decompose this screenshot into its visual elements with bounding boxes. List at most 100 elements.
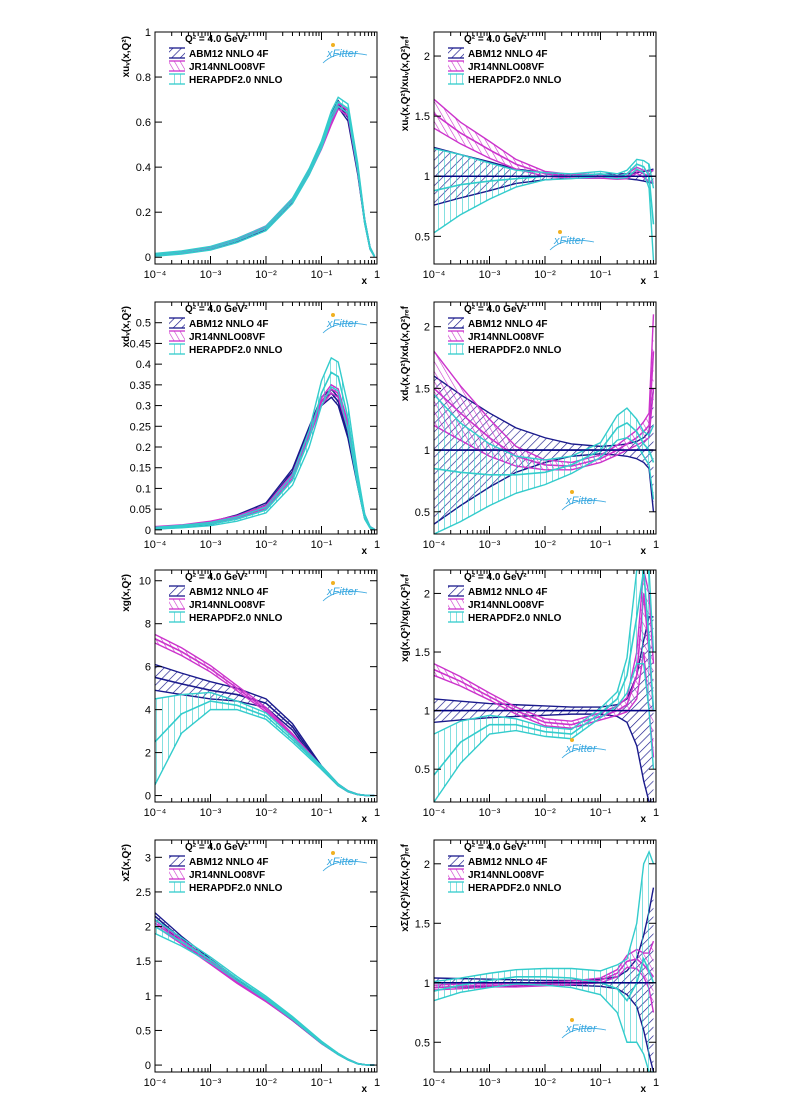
band-abm bbox=[155, 100, 375, 257]
y-tick-label: 0.4 bbox=[136, 162, 151, 174]
x-axis-label: x bbox=[361, 276, 367, 287]
legend-entry-jr: JR14NNLO08VF bbox=[468, 62, 544, 73]
xfitter-logo: xFitter bbox=[561, 490, 607, 511]
y-tick-label: 0.3 bbox=[136, 401, 151, 413]
x-tick-label: 10⁻² bbox=[255, 269, 277, 281]
panel-dv: 10⁻⁴ 10⁻³ 10⁻² 10⁻¹ 1x 0 0.05 0.1 0.15 0.2 0.25 0.3… bbox=[121, 301, 380, 557]
y-tick-label: 2 bbox=[424, 588, 430, 600]
y-tick-label: 0.05 bbox=[130, 504, 151, 516]
legend-entry-hera: HERAPDF2.0 NNLO bbox=[468, 613, 562, 624]
logo-dot bbox=[570, 490, 574, 494]
logo-dot bbox=[331, 581, 335, 585]
legend-entry-jr: JR14NNLO08VF bbox=[468, 332, 544, 343]
x-tick-label: 10⁻⁴ bbox=[423, 807, 446, 819]
y-tick-label: 8 bbox=[145, 619, 151, 631]
legend-swatch-jr bbox=[448, 869, 464, 879]
x-tick-label: 10⁻³ bbox=[200, 807, 222, 819]
legend-swatch-jr bbox=[169, 599, 185, 609]
y-tick-label: 1.5 bbox=[415, 383, 430, 395]
y-tick-label: 0.15 bbox=[130, 463, 151, 475]
x-tick-label: 10⁻² bbox=[534, 539, 556, 551]
band-edge-lower-hera bbox=[434, 436, 655, 534]
y-axis-label: xg(x,Q²) bbox=[121, 574, 132, 612]
y-tick-label: 1 bbox=[424, 978, 430, 990]
band-abm bbox=[155, 664, 375, 796]
panel-dv_ratio: 10⁻⁴ 10⁻³ 10⁻² 10⁻¹ 1x0.511.52xdᵥ(x,Q²)/xdᵥ(… bbox=[400, 301, 659, 557]
legend-swatch-jr bbox=[448, 599, 464, 609]
legend-entry-hera: HERAPDF2.0 NNLO bbox=[189, 613, 283, 624]
logo-swoosh bbox=[322, 322, 368, 334]
series-line-hera bbox=[155, 700, 375, 797]
plot-area bbox=[155, 96, 376, 258]
legend-swatch-jr bbox=[448, 331, 464, 341]
x-tick-label: 10⁻¹ bbox=[311, 269, 333, 281]
y-tick-label: 3 bbox=[145, 852, 151, 864]
y-tick-label: 1.5 bbox=[415, 111, 430, 123]
band-edge-upper-jr bbox=[155, 102, 376, 257]
band-hera bbox=[434, 394, 654, 534]
legend-swatch-abm bbox=[169, 856, 185, 866]
y-tick-label: 0 bbox=[145, 791, 151, 803]
x-tick-label: 10⁻¹ bbox=[590, 269, 612, 281]
legend-entry-hera: HERAPDF2.0 NNLO bbox=[468, 345, 562, 356]
series-line-hera bbox=[434, 163, 655, 225]
y-tick-label: 1 bbox=[424, 445, 430, 457]
series-line-hera bbox=[155, 100, 376, 257]
legend-entry-hera: HERAPDF2.0 NNLO bbox=[189, 883, 283, 894]
y-tick-label: 0 bbox=[145, 1060, 151, 1072]
xfitter-logo: xFitter bbox=[322, 851, 368, 872]
x-tick-label: 10⁻¹ bbox=[590, 539, 612, 551]
logo-dot bbox=[331, 313, 335, 317]
panel-sigma_ratio: 10⁻⁴ 10⁻³ 10⁻² 10⁻¹ 1x0.511.52xΣ(x,Q²)/xΣ(x,… bbox=[400, 839, 659, 1095]
y-tick-label: 6 bbox=[145, 662, 151, 674]
band-jr bbox=[434, 314, 654, 470]
logo-text: xFitter bbox=[565, 1023, 598, 1035]
band-edge-lower-jr bbox=[434, 127, 654, 183]
legend-swatch-hera bbox=[448, 74, 464, 84]
band-edge-upper-hera bbox=[434, 570, 655, 735]
series-line-hera bbox=[434, 570, 655, 776]
series-line-abm bbox=[155, 102, 376, 257]
y-tick-label: 2 bbox=[424, 51, 430, 63]
logo-text: xFitter bbox=[326, 318, 359, 330]
band-abm bbox=[434, 616, 654, 802]
legend-swatch-hera bbox=[169, 344, 185, 354]
panel-uv_ratio: 10⁻⁴ 10⁻³ 10⁻² 10⁻¹ 1x0.511.52xuᵥ(x,Q²)/xuᵥ(… bbox=[400, 31, 659, 287]
legend-swatch-abm bbox=[448, 48, 464, 58]
logo-dot bbox=[570, 738, 574, 742]
panel-uv: 10⁻⁴ 10⁻³ 10⁻² 10⁻¹ 1x00.20.40.60.81xuᵥ(x,Q²… bbox=[121, 27, 380, 287]
x-tick-label: 1 bbox=[374, 539, 380, 551]
x-axis-label: x bbox=[361, 1084, 367, 1095]
x-tick-label: 1 bbox=[374, 269, 380, 281]
q2-label: Q² = 4.0 GeV² bbox=[185, 842, 248, 853]
legend-swatch-abm bbox=[169, 318, 185, 328]
x-axis-label: x bbox=[361, 546, 367, 557]
y-tick-label: 0.2 bbox=[136, 207, 151, 219]
y-tick-label: 0 bbox=[145, 525, 151, 537]
y-axis-label: xdᵥ(x,Q²)/xdᵥ(x,Q²)ᵣₑf bbox=[400, 305, 411, 401]
y-tick-label: 0.5 bbox=[136, 318, 151, 330]
y-tick-label: 0.5 bbox=[415, 231, 430, 243]
x-tick-label: 10⁻² bbox=[255, 539, 277, 551]
xfitter-logo: xFitter bbox=[322, 43, 368, 64]
panel-g_ratio: 10⁻⁴ 10⁻³ 10⁻² 10⁻¹ 1x0.511.52xg(x,Q²)/xg(x,… bbox=[400, 569, 659, 825]
plot-area bbox=[155, 912, 375, 1066]
band-edge-lower-hera bbox=[155, 105, 376, 258]
y-tick-label: 0.5 bbox=[415, 1037, 430, 1049]
q2-label: Q² = 4.0 GeV² bbox=[464, 34, 527, 45]
y-axis-label: xuᵥ(x,Q²)/xuᵥ(x,Q²)ᵣₑf bbox=[400, 35, 411, 131]
legend-entry-jr: JR14NNLO08VF bbox=[189, 870, 265, 881]
x-tick-label: 10⁻³ bbox=[200, 539, 222, 551]
x-tick-label: 10⁻² bbox=[534, 269, 556, 281]
legend-swatch-abm bbox=[448, 856, 464, 866]
logo-text: xFitter bbox=[326, 586, 359, 598]
y-tick-label: 0.4 bbox=[136, 359, 151, 371]
y-tick-label: 0.5 bbox=[136, 1025, 151, 1037]
logo-swoosh bbox=[561, 747, 607, 759]
band-edge-upper-hera bbox=[434, 394, 655, 461]
legend-entry-hera: HERAPDF2.0 NNLO bbox=[468, 883, 562, 894]
legend-swatch-hera bbox=[448, 612, 464, 622]
y-axis-label: xΣ(x,Q²) bbox=[121, 844, 132, 882]
x-tick-label: 10⁻⁴ bbox=[423, 539, 446, 551]
